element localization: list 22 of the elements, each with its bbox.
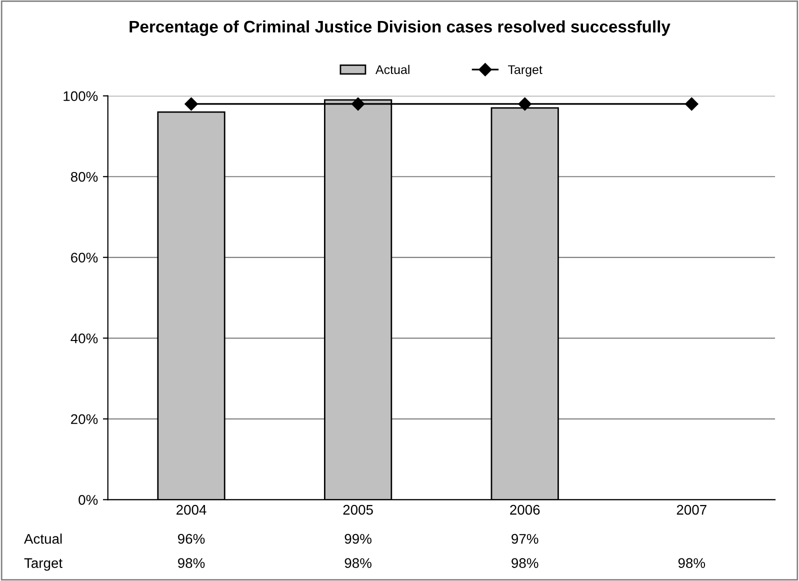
y-tick-label: 40% [70, 333, 98, 344]
data-label: 98% [344, 558, 372, 568]
legend-label: Actual [375, 64, 410, 74]
chart-title: Percentage of Criminal Justice Division cases resolved successfully [130, 20, 670, 36]
x-tick-label: 2007 [676, 504, 706, 515]
x-tick-label: 2005 [343, 504, 373, 515]
data-label: 98% [512, 558, 538, 568]
data-label: 98% [678, 558, 706, 568]
legend-label: Target [508, 65, 542, 77]
text: Target [24, 558, 62, 571]
x-tick-label: 2006 [510, 504, 540, 515]
x-tick-label: 2004 [176, 504, 206, 515]
y-tick-label: 0% [78, 494, 98, 505]
y-tick-label: 20% [71, 414, 98, 424]
y-tick-label: 80% [70, 172, 98, 182]
data-label: 97% [512, 534, 538, 544]
data-label: 99% [344, 534, 372, 544]
y-tick-label: 60% [71, 252, 98, 263]
text: Actual [24, 534, 62, 544]
data-label: 98% [178, 558, 205, 568]
data-label: 96% [178, 534, 205, 544]
y-tick-label: 100% [64, 91, 98, 102]
